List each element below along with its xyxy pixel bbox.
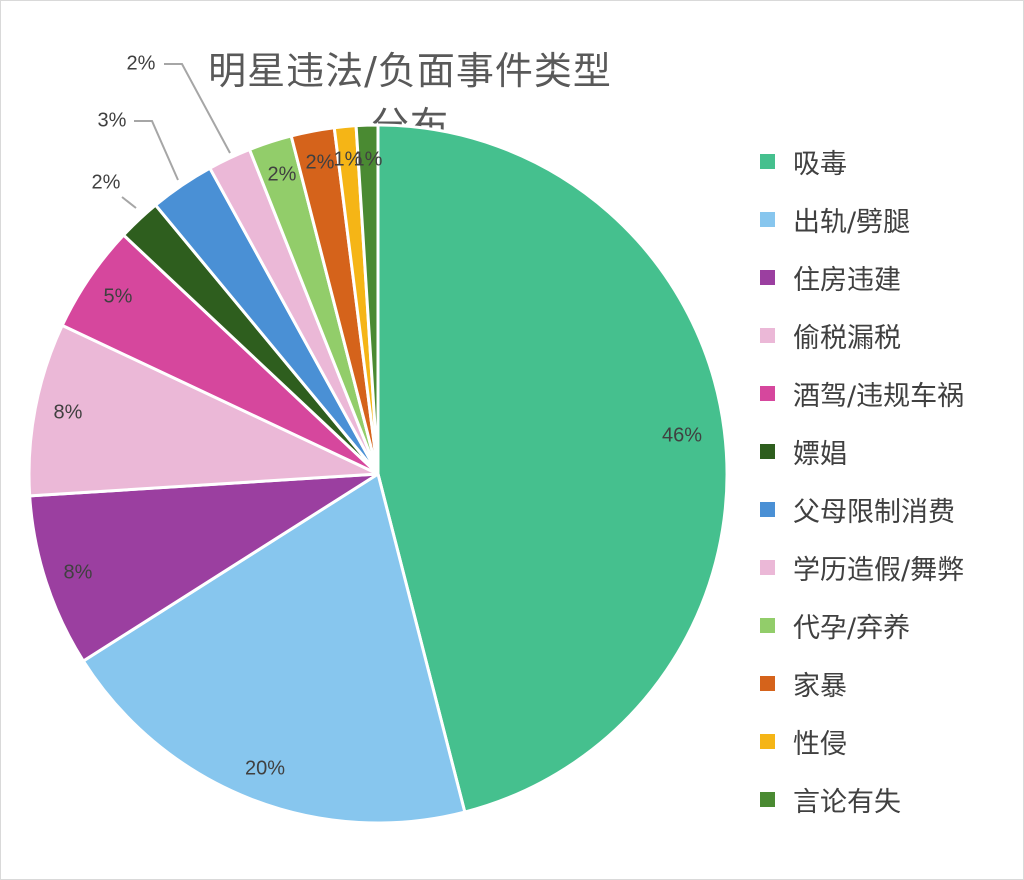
leader-lines bbox=[121, 63, 231, 209]
pie-slice-3 bbox=[28, 472, 380, 663]
legend-item-10: 家暴 bbox=[760, 654, 1020, 712]
pie-slices bbox=[27, 123, 729, 825]
legend-swatch bbox=[760, 385, 775, 401]
pie-slice-1 bbox=[376, 123, 729, 814]
legend-label: 嫖娼 bbox=[793, 438, 847, 470]
legend-item-11: 性侵 bbox=[760, 712, 1020, 770]
legend-label: 家暴 bbox=[793, 670, 847, 702]
legend-swatch bbox=[760, 733, 775, 749]
legend-label: 偷税漏税 bbox=[793, 322, 901, 354]
slice-label-7: 3% bbox=[98, 109, 127, 131]
legend-item-8: 学历造假/舞弊 bbox=[760, 538, 1020, 596]
slice-label-6: 2% bbox=[92, 171, 121, 193]
slice-label-12: 1% bbox=[354, 148, 383, 170]
legend-swatch bbox=[760, 559, 775, 575]
slice-labels: 46%20%8%8%5%2%3%2%2%2% 1%1% bbox=[54, 52, 703, 779]
legend-swatch bbox=[760, 791, 775, 807]
legend-label: 言论有失 bbox=[793, 786, 901, 818]
legend-label: 住房违建 bbox=[793, 264, 901, 296]
legend-item-5: 酒驾/违规车祸 bbox=[760, 364, 1020, 422]
legend-label: 性侵 bbox=[793, 728, 847, 760]
pie-slice-4 bbox=[27, 323, 380, 498]
legend-label: 吸毒 bbox=[793, 148, 847, 180]
slice-label-11: 1% bbox=[334, 148, 363, 170]
pie-slice-2 bbox=[81, 472, 467, 825]
legend-item-12: 言论有失 bbox=[760, 770, 1020, 828]
legend-swatch bbox=[760, 443, 775, 459]
legend-label: 学历造假/舞弊 bbox=[793, 554, 965, 586]
slice-label-5: 5% bbox=[104, 285, 133, 307]
legend: 吸毒出轨/劈腿住房违建偷税漏税酒驾/违规车祸 嫖娼父母限制消费 学历造假/舞弊 代孕/… bbox=[760, 132, 1020, 828]
slice-label-8: 2% bbox=[127, 52, 156, 74]
legend-label: 代孕/弃养 bbox=[793, 612, 911, 644]
legend-item-3: 住房违建 bbox=[760, 248, 1020, 306]
legend-swatch bbox=[760, 269, 775, 285]
legend-label: 父母限制消费 bbox=[793, 496, 955, 528]
leader-line-7 bbox=[134, 120, 179, 181]
slice-label-2: 20% bbox=[245, 757, 285, 779]
slice-label-4: 8% bbox=[54, 401, 83, 423]
slice-label-3: 8% bbox=[64, 561, 93, 583]
legend-item-2: 出轨/劈腿 bbox=[760, 190, 1020, 248]
legend-item-1: 吸毒 bbox=[760, 132, 1020, 190]
leader-line-6 bbox=[121, 196, 137, 209]
slice-label-10: 2% bbox=[306, 151, 335, 173]
pie-slice-12 bbox=[354, 123, 380, 476]
legend-swatch bbox=[760, 617, 775, 633]
legend-swatch bbox=[760, 327, 775, 343]
legend-item-9: 代孕/弃养 bbox=[760, 596, 1020, 654]
slice-label-9: 2% bbox=[268, 163, 297, 185]
legend-swatch bbox=[760, 211, 775, 227]
legend-item-7: 父母限制消费 bbox=[760, 480, 1020, 538]
legend-swatch bbox=[760, 675, 775, 691]
legend-label: 酒驾/违规车祸 bbox=[793, 380, 965, 412]
legend-swatch bbox=[760, 501, 775, 517]
legend-label: 出轨/劈腿 bbox=[793, 206, 911, 238]
legend-item-6: 嫖娼 bbox=[760, 422, 1020, 480]
slice-label-1: 46% bbox=[662, 424, 702, 446]
legend-item-4: 偷税漏税 bbox=[760, 306, 1020, 364]
leader-line-8 bbox=[164, 63, 231, 154]
legend-swatch bbox=[760, 153, 775, 169]
